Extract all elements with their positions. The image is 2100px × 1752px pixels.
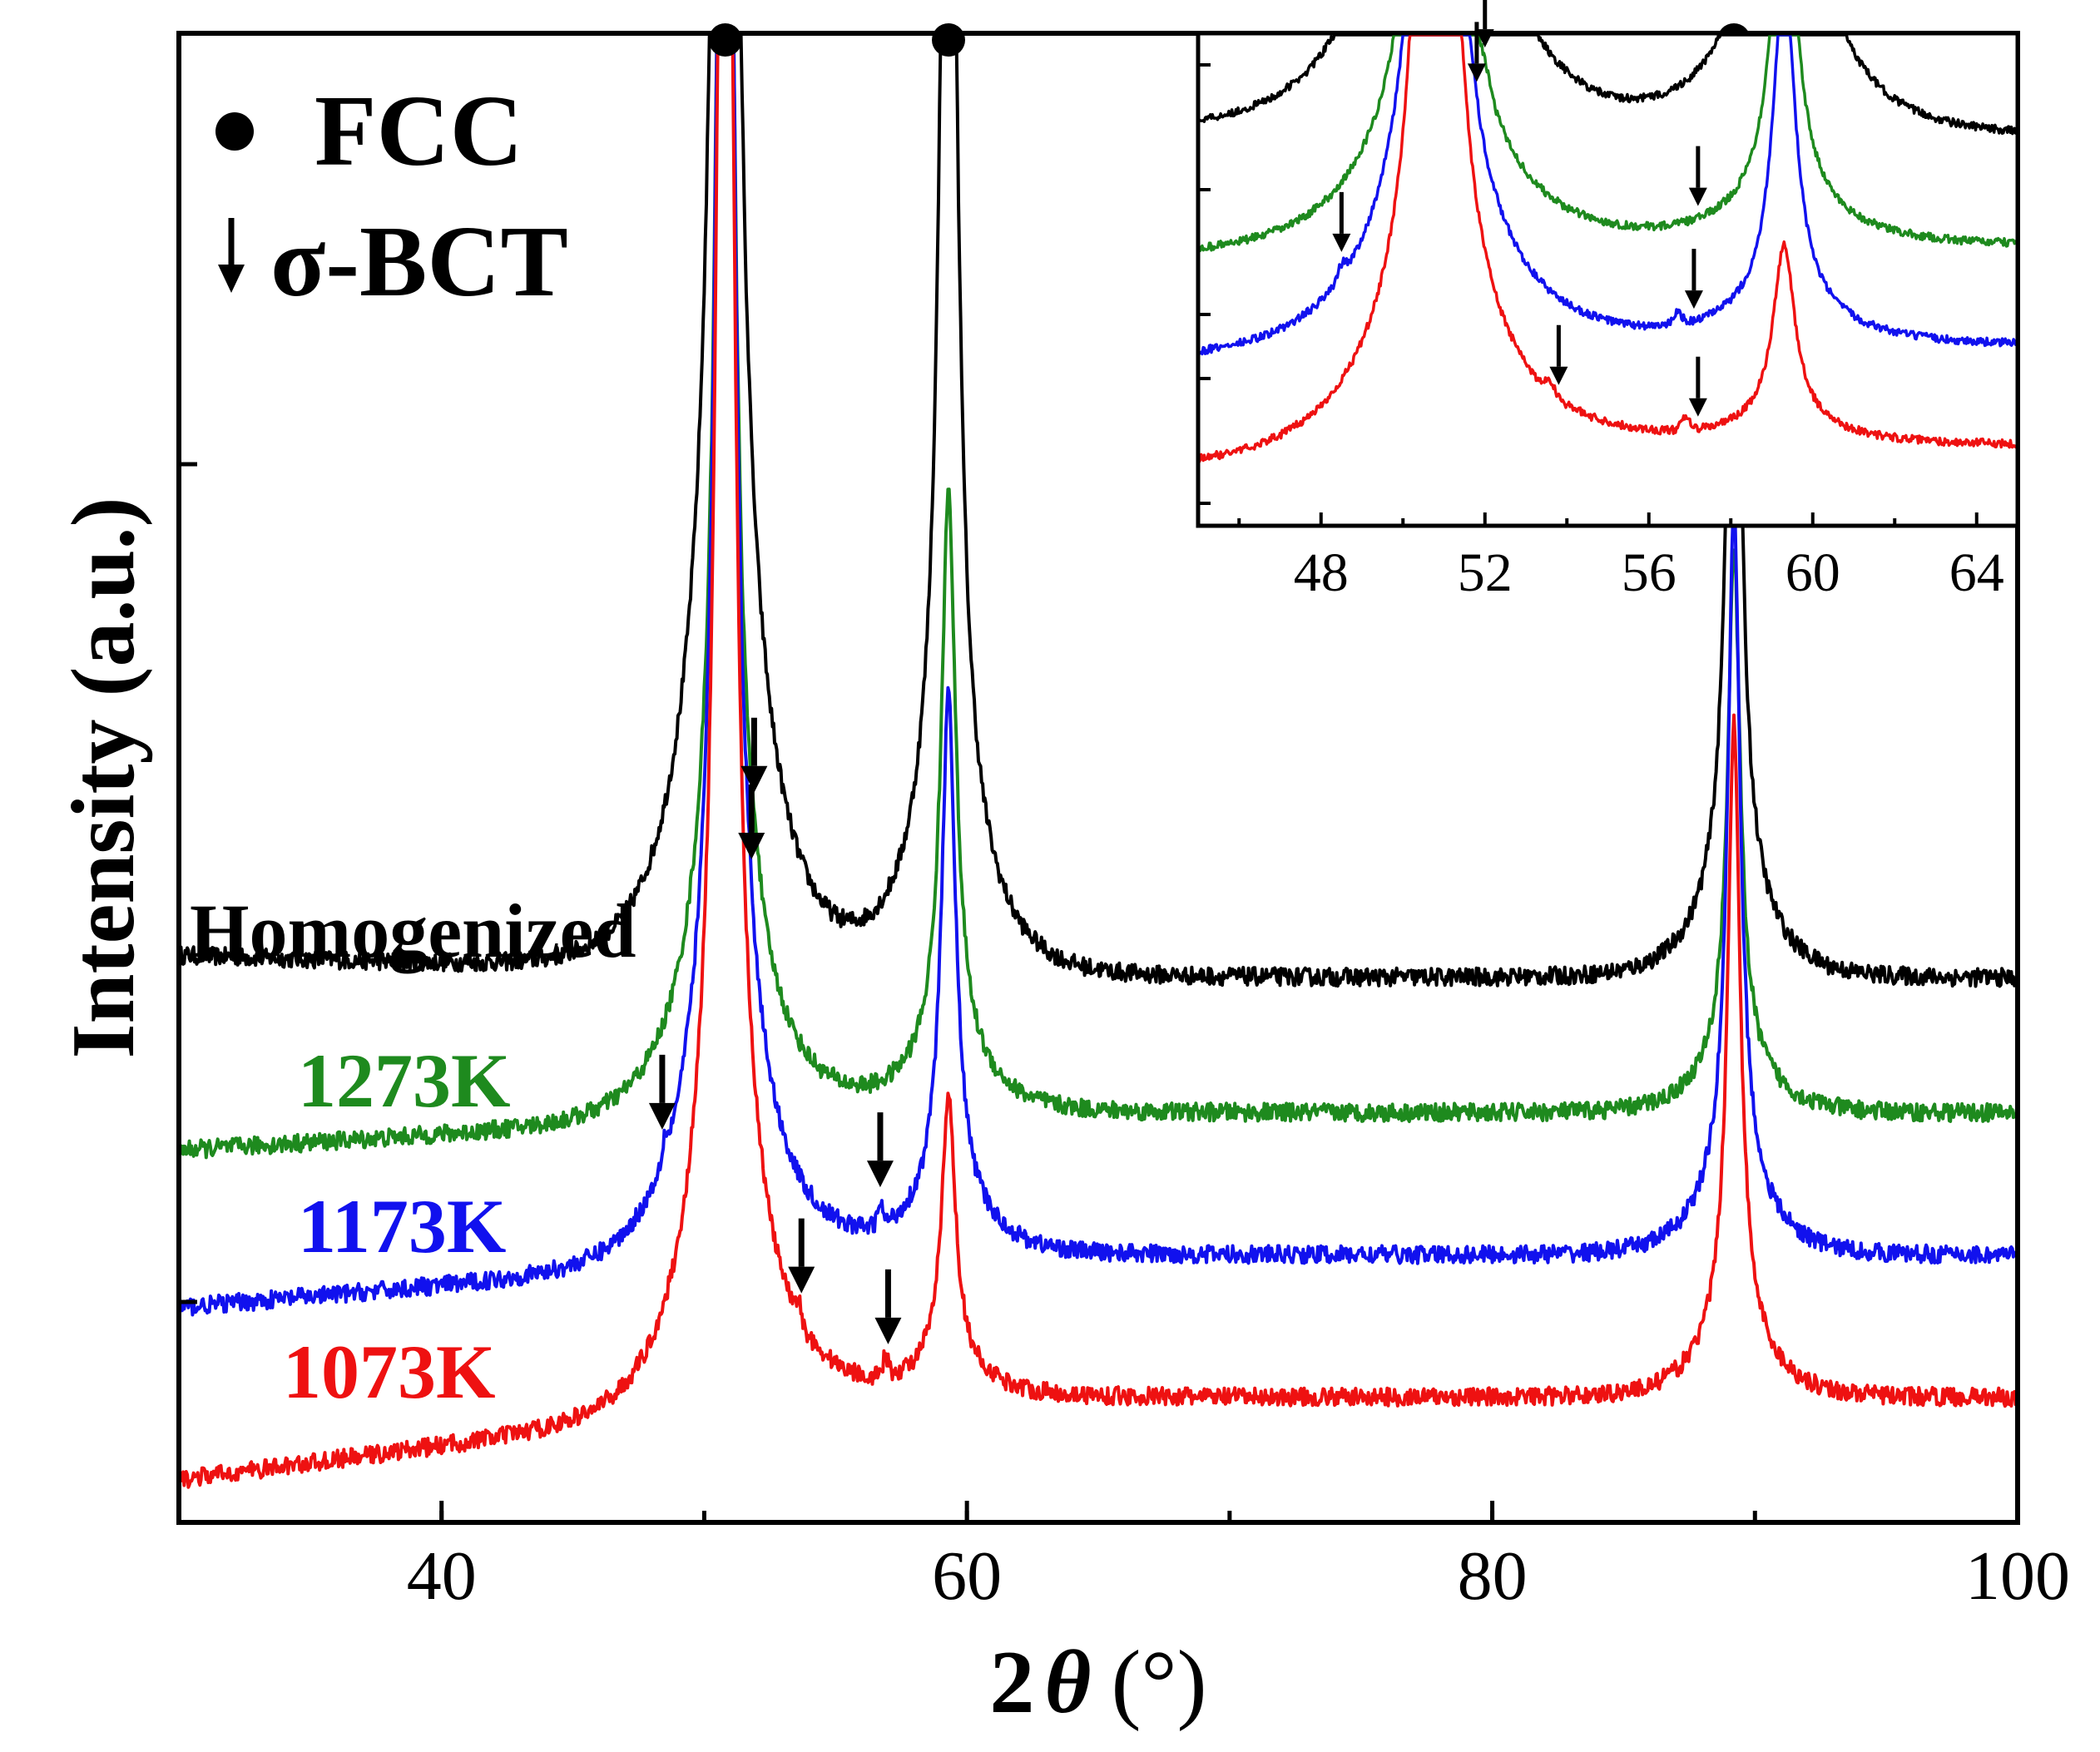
inset-plot: 48 52 56 60 64 <box>1196 0 2020 603</box>
inset-sigma-arrow <box>1549 324 1568 385</box>
inset-background <box>1198 33 2018 526</box>
series-label-1173k: 1173K <box>298 1184 506 1269</box>
inset-x-tick-label: 56 <box>1622 542 1677 603</box>
inset-x-tick-label: 64 <box>1949 542 2004 603</box>
legend-sigma-arrow-icon <box>218 218 245 293</box>
x-axis-title: 2 θ (°) <box>989 1633 1206 1732</box>
inset-series-line-1173k <box>1196 33 2019 356</box>
inset-x-tick-label: 48 <box>1294 542 1349 603</box>
inset-x-tick-label: 52 <box>1458 542 1513 603</box>
x-tick-label: 80 <box>1458 1537 1528 1615</box>
series-label-homogenized: Homogenized <box>190 888 636 973</box>
series-line-homogenized <box>177 34 2018 988</box>
x-tick-label: 100 <box>1965 1537 2070 1615</box>
sigma-arrow <box>866 1112 894 1188</box>
sigma-arrow <box>874 1269 902 1344</box>
sigma-arrow <box>740 717 768 793</box>
x-axis-title-unit: (°) <box>1111 1633 1206 1732</box>
series-label-1273k: 1273K <box>298 1038 511 1123</box>
y-axis-title: Intensity (a.u.) <box>54 497 153 1058</box>
fcc-marker <box>932 23 965 57</box>
inset-series-line-1073k <box>1197 33 2019 464</box>
main-series-group <box>177 34 2018 1489</box>
fcc-marker <box>708 23 742 57</box>
series-label-1073k: 1073K <box>283 1329 496 1414</box>
inset-sigma-arrow <box>1684 249 1703 309</box>
legend: FCC σ-BCT <box>215 75 568 318</box>
inset-sigma-arrow <box>1688 356 1707 417</box>
legend-sigma-label: σ-BCT <box>270 205 568 318</box>
inset-x-tick-label: 60 <box>1785 542 1840 603</box>
legend-fcc-label: FCC <box>315 75 523 187</box>
series-line-1073k <box>177 34 2018 1489</box>
x-tick-label: 40 <box>407 1537 477 1615</box>
inset-sigma-arrow <box>1467 22 1486 82</box>
sigma-arrow <box>738 784 765 860</box>
inset-y-axis-ticks <box>1198 63 1211 505</box>
x-axis-title-symbol: θ <box>1044 1633 1091 1732</box>
y-axis-ticks <box>179 462 197 1304</box>
x-axis-title-main: 2 <box>989 1633 1034 1732</box>
legend-fcc-marker <box>215 112 254 151</box>
sigma-arrow <box>648 1054 676 1130</box>
main-plot-frame <box>176 31 2020 1525</box>
main-plot: 40 60 80 100 <box>176 23 2070 1615</box>
series-line-1273k <box>177 34 2018 1160</box>
inset-sigma-arrow <box>1688 146 1707 206</box>
sigma-arrow <box>788 1218 815 1294</box>
x-tick-label: 60 <box>932 1537 1002 1615</box>
inset-series-line-1273k <box>1196 33 2019 253</box>
inset-frame <box>1196 31 2020 528</box>
x-axis-ticks: 40 60 80 100 <box>407 1501 2070 1615</box>
inset-sigma-arrow <box>1332 191 1351 252</box>
sigma-arrow-group <box>648 717 902 1344</box>
series-line-1173k <box>177 34 2018 1317</box>
inset-x-axis-ticks: 48 52 56 60 64 <box>1237 512 2004 603</box>
